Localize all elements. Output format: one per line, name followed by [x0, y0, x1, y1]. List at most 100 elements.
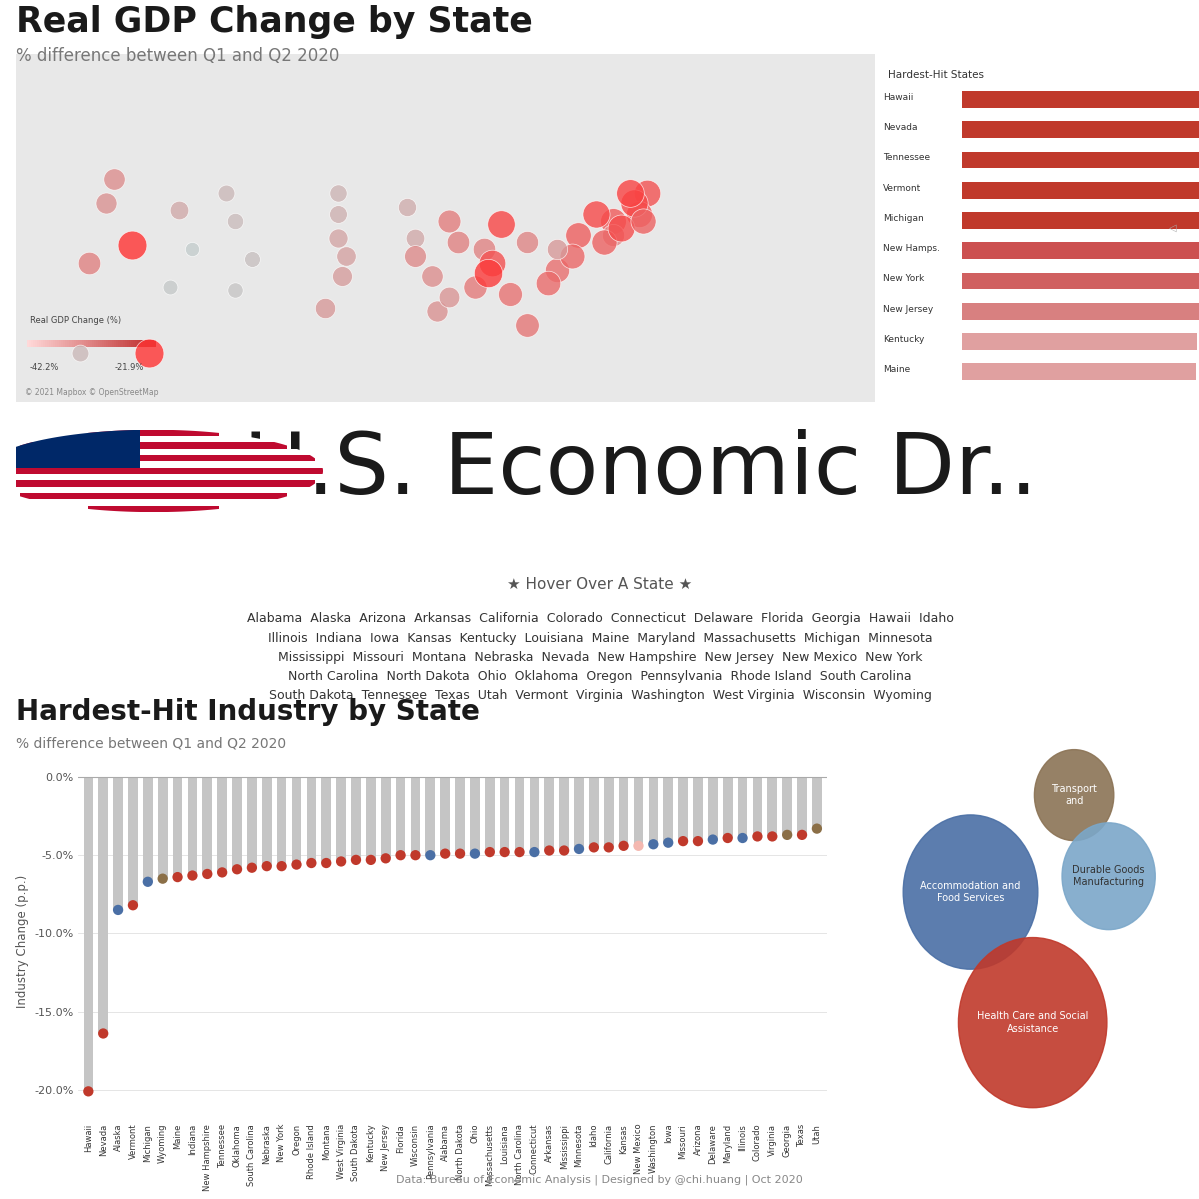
- Point: [79, 253, 98, 272]
- Point: [451, 844, 470, 863]
- Point: [242, 249, 261, 269]
- FancyBboxPatch shape: [16, 54, 875, 402]
- Text: Kentucky: Kentucky: [882, 335, 924, 344]
- Point: [217, 183, 236, 203]
- Circle shape: [1035, 749, 1114, 840]
- Point: [629, 836, 649, 855]
- Bar: [98, 777, 108, 1034]
- Point: [440, 211, 459, 230]
- Point: [198, 864, 217, 884]
- Text: Vermont: Vermont: [882, 183, 921, 193]
- Bar: [514, 777, 524, 852]
- Text: Hardest-Hit Industry by State: Hardest-Hit Industry by State: [16, 698, 480, 725]
- Point: [138, 872, 157, 891]
- Point: [440, 288, 459, 307]
- Point: [79, 1081, 98, 1101]
- Point: [435, 844, 454, 863]
- Point: [704, 830, 723, 849]
- Point: [525, 843, 544, 862]
- Bar: [410, 777, 421, 855]
- Point: [748, 827, 767, 846]
- Point: [182, 239, 201, 258]
- Bar: [456, 777, 465, 854]
- Point: [427, 302, 446, 321]
- Point: [658, 833, 677, 852]
- Point: [586, 204, 605, 223]
- Point: [629, 204, 649, 223]
- FancyBboxPatch shape: [963, 363, 1195, 380]
- Bar: [737, 777, 747, 838]
- Bar: [143, 777, 152, 881]
- Bar: [693, 777, 703, 842]
- Point: [483, 253, 502, 272]
- Text: Accommodation and
Food Services: Accommodation and Food Services: [921, 881, 1020, 903]
- Point: [568, 225, 588, 245]
- Bar: [261, 777, 272, 866]
- Bar: [291, 777, 301, 864]
- Text: -42.2%: -42.2%: [30, 363, 59, 373]
- Bar: [84, 777, 94, 1091]
- Bar: [173, 777, 182, 878]
- Bar: [247, 777, 257, 868]
- FancyBboxPatch shape: [963, 242, 1199, 259]
- Bar: [113, 777, 123, 910]
- Bar: [559, 777, 570, 850]
- Point: [570, 839, 589, 858]
- Text: New York: New York: [882, 275, 924, 283]
- Text: © 2021 Mapbox © OpenStreetMap: © 2021 Mapbox © OpenStreetMap: [25, 387, 158, 397]
- Bar: [500, 777, 510, 852]
- FancyBboxPatch shape: [20, 493, 287, 500]
- Bar: [217, 777, 227, 873]
- Text: Tennessee: Tennessee: [882, 153, 930, 162]
- Bar: [663, 777, 673, 843]
- Bar: [470, 777, 480, 854]
- Bar: [366, 777, 375, 860]
- Point: [212, 863, 231, 882]
- Point: [391, 845, 410, 864]
- Point: [169, 200, 188, 221]
- FancyBboxPatch shape: [0, 474, 321, 481]
- Point: [614, 836, 633, 855]
- Point: [225, 211, 245, 230]
- Point: [510, 843, 529, 862]
- Bar: [782, 777, 793, 835]
- FancyBboxPatch shape: [20, 442, 287, 448]
- Point: [302, 854, 321, 873]
- Text: % difference between Q1 and Q2 2020: % difference between Q1 and Q2 2020: [16, 47, 339, 65]
- Circle shape: [0, 429, 326, 513]
- Point: [540, 840, 559, 860]
- Point: [688, 832, 707, 851]
- Point: [538, 273, 558, 293]
- FancyBboxPatch shape: [963, 303, 1199, 320]
- Point: [257, 856, 276, 875]
- Point: [562, 246, 582, 265]
- Point: [674, 832, 693, 851]
- Text: South Dakota  Tennessee  Texas  Utah  Vermont  Virginia  Washington  West Virgin: South Dakota Tennessee Texas Utah Vermon…: [269, 689, 932, 703]
- FancyBboxPatch shape: [0, 429, 140, 468]
- Point: [405, 845, 424, 864]
- Point: [122, 235, 141, 255]
- Text: Transport
and: Transport and: [1052, 784, 1097, 806]
- Point: [228, 860, 247, 879]
- Bar: [396, 777, 405, 855]
- Bar: [233, 777, 242, 869]
- Point: [475, 239, 494, 258]
- Text: Illinois  Indiana  Iowa  Kansas  Kentucky  Louisiana  Maine  Maryland  Massachus: Illinois Indiana Iowa Kansas Kentucky Lo…: [267, 632, 933, 645]
- Point: [603, 225, 622, 245]
- FancyBboxPatch shape: [0, 456, 315, 462]
- Point: [337, 246, 356, 265]
- Point: [182, 866, 201, 885]
- Bar: [589, 777, 598, 848]
- Point: [272, 856, 291, 875]
- Point: [638, 183, 657, 203]
- Y-axis label: Industry Change (p.p.): Industry Change (p.p.): [16, 874, 29, 1008]
- Point: [361, 850, 380, 869]
- Point: [465, 844, 484, 863]
- Point: [793, 825, 812, 844]
- Point: [644, 835, 663, 854]
- Point: [517, 315, 536, 335]
- Text: North Carolina  North Dakota  Ohio  Oklahoma  Oregon  Pennsylvania  Rhode Island: North Carolina North Dakota Ohio Oklahom…: [288, 670, 912, 683]
- Point: [332, 267, 351, 287]
- Point: [94, 1024, 113, 1043]
- Point: [331, 851, 350, 870]
